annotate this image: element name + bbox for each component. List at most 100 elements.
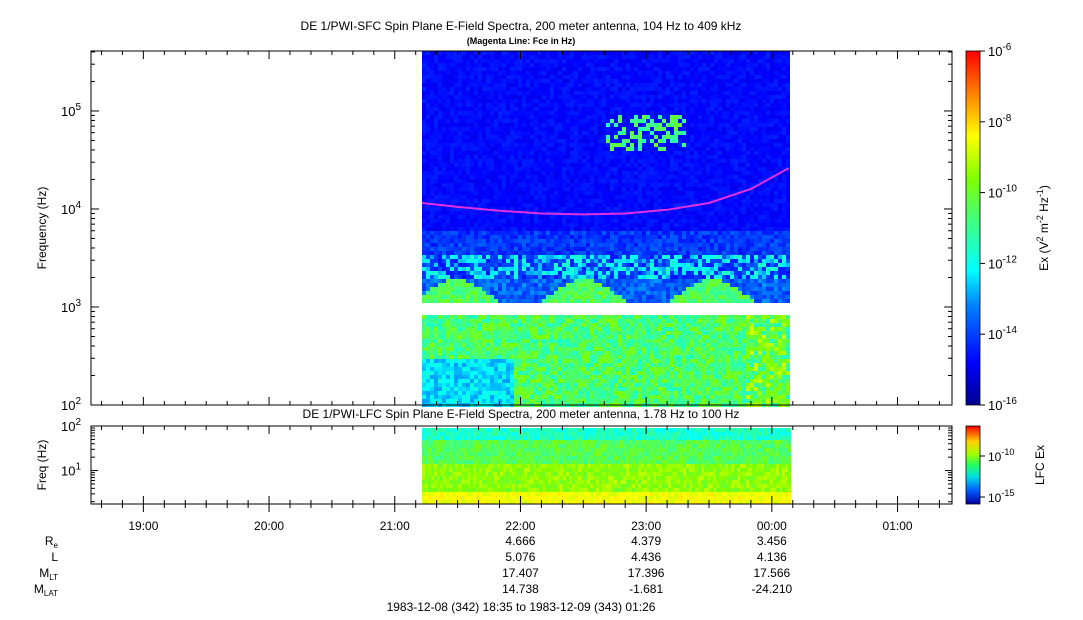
- sfc-cell: [474, 243, 478, 247]
- sfc-cell: [442, 331, 446, 335]
- sfc-cell: [478, 95, 482, 99]
- sfc-cell: [530, 231, 534, 235]
- sfc-cell: [506, 219, 510, 223]
- sfc-cell: [510, 339, 514, 343]
- sfc-cell: [546, 283, 550, 287]
- sfc-cell: [578, 83, 582, 87]
- sfc-cell: [546, 263, 550, 267]
- sfc-cell: [482, 203, 486, 207]
- sfc-cell: [546, 275, 550, 279]
- sfc-cell: [498, 167, 502, 171]
- sfc-cell: [570, 127, 574, 131]
- sfc-cell: [598, 87, 602, 91]
- sfc-cell: [486, 399, 490, 403]
- sfc-cell: [626, 59, 630, 63]
- sfc-cell: [478, 327, 482, 331]
- sfc-cell: [522, 331, 526, 335]
- sfc-cell: [550, 99, 554, 103]
- sfc-cell: [530, 127, 534, 131]
- sfc-cell: [642, 271, 646, 275]
- sfc-cell: [642, 179, 646, 183]
- sfc-cell: [650, 363, 654, 367]
- sfc-cell: [422, 371, 426, 375]
- sfc-cell: [462, 131, 466, 135]
- sfc-cell: [434, 323, 438, 327]
- sfc-cell: [574, 179, 578, 183]
- sfc-cell: [498, 215, 502, 219]
- sfc-cell: [506, 103, 510, 107]
- sfc-cell: [474, 375, 478, 379]
- sfc-cell: [518, 187, 522, 191]
- sfc-cell: [466, 195, 470, 199]
- sfc-cell: [638, 155, 642, 159]
- sfc-cell: [570, 355, 574, 359]
- sfc-cell: [462, 235, 466, 239]
- sfc-cell: [554, 271, 558, 275]
- sfc-cell: [442, 343, 446, 347]
- sfc-cell: [530, 343, 534, 347]
- sfc-cell: [522, 55, 526, 59]
- sfc-cell: [574, 263, 578, 267]
- sfc-cell: [422, 263, 426, 267]
- sfc-cell: [534, 375, 538, 379]
- sfc-cell: [506, 143, 510, 147]
- sfc-cell: [614, 347, 618, 351]
- sfc-cell: [622, 371, 626, 375]
- sfc-cell: [478, 251, 482, 255]
- sfc-cell: [458, 191, 462, 195]
- sfc-cell: [570, 339, 574, 343]
- sfc-cell: [478, 291, 482, 295]
- sfc-cell: [526, 375, 530, 379]
- sfc-cell: [574, 359, 578, 363]
- sfc-cell: [546, 127, 550, 131]
- sfc-cell: [598, 363, 602, 367]
- sfc-cell: [426, 371, 430, 375]
- sfc-cell: [622, 179, 626, 183]
- sfc-cell: [526, 247, 530, 251]
- sfc-cell: [430, 107, 434, 111]
- sfc-cell: [550, 235, 554, 239]
- sfc-cell: [446, 327, 450, 331]
- sfc-cell: [570, 235, 574, 239]
- sfc-cell: [570, 367, 574, 371]
- sfc-cell: [566, 227, 570, 231]
- sfc-cell: [610, 207, 614, 211]
- sfc-cell: [434, 355, 438, 359]
- sfc-cell: [462, 203, 466, 207]
- sfc-cell: [558, 387, 562, 391]
- sfc-cell: [554, 199, 558, 203]
- sfc-cell: [618, 355, 622, 359]
- sfc-cell: [586, 227, 590, 231]
- sfc-cell: [562, 351, 566, 355]
- sfc-cell: [446, 123, 450, 127]
- sfc-cell: [614, 235, 618, 239]
- sfc-cell: [506, 271, 510, 275]
- sfc-cell: [634, 147, 638, 151]
- sfc-cell: [590, 159, 594, 163]
- sfc-cell: [438, 315, 442, 319]
- sfc-cell: [490, 75, 494, 79]
- sfc-cell: [626, 247, 630, 251]
- sfc-cell: [590, 371, 594, 375]
- sfc-cell: [486, 271, 490, 275]
- sfc-cell: [566, 135, 570, 139]
- sfc-cell: [474, 275, 478, 279]
- sfc-cell: [634, 331, 638, 335]
- sfc-cell: [474, 175, 478, 179]
- sfc-cell: [434, 103, 438, 107]
- sfc-cell: [478, 295, 482, 299]
- sfc-cell: [646, 143, 650, 147]
- sfc-cell: [518, 235, 522, 239]
- sfc-cell: [486, 99, 490, 103]
- sfc-cell: [642, 387, 646, 391]
- sfc-cell: [650, 247, 654, 251]
- sfc-cell: [574, 87, 578, 91]
- sfc-cell: [422, 323, 426, 327]
- sfc-cell: [598, 175, 602, 179]
- sfc-cell: [642, 51, 646, 55]
- sfc-cell: [434, 235, 438, 239]
- sfc-cell: [546, 91, 550, 95]
- sfc-cell: [426, 51, 430, 55]
- sfc-cell: [638, 207, 642, 211]
- sfc-cell: [602, 283, 606, 287]
